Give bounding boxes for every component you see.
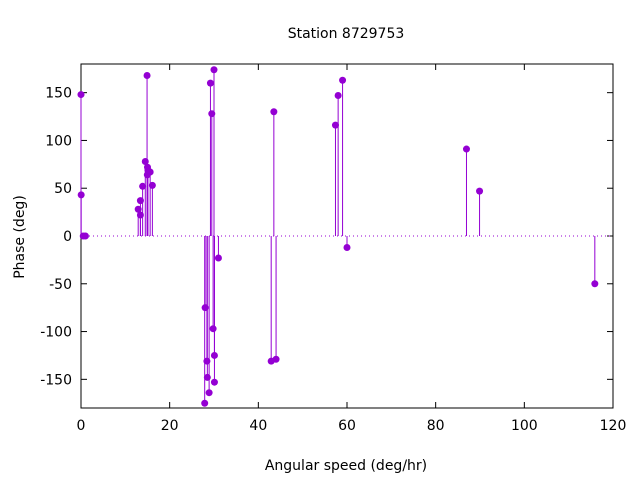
x-tick-label: 100 bbox=[511, 418, 538, 434]
chart-title: Station 8729753 bbox=[288, 26, 405, 42]
data-point bbox=[136, 211, 144, 219]
data-point bbox=[77, 191, 85, 199]
x-tick-label: 120 bbox=[600, 418, 627, 434]
data-point bbox=[209, 325, 217, 333]
data-point bbox=[272, 355, 280, 363]
y-tick-label: 150 bbox=[45, 86, 72, 102]
data-point bbox=[339, 76, 347, 84]
data-point bbox=[206, 79, 214, 87]
y-tick-label: 0 bbox=[63, 229, 72, 245]
y-tick-label: -50 bbox=[49, 277, 72, 293]
x-tick-label: 20 bbox=[161, 418, 179, 434]
data-point bbox=[343, 243, 351, 251]
data-point bbox=[205, 389, 213, 397]
data-point bbox=[214, 254, 222, 262]
data-point bbox=[270, 108, 278, 116]
data-point bbox=[201, 399, 209, 407]
data-point bbox=[210, 351, 218, 359]
data-point bbox=[208, 110, 216, 118]
x-axis-label: Angular speed (deg/hr) bbox=[265, 458, 427, 474]
data-point bbox=[136, 197, 144, 205]
data-point bbox=[331, 121, 339, 129]
data-point bbox=[148, 181, 156, 189]
x-tick-label: 80 bbox=[427, 418, 445, 434]
data-point bbox=[203, 373, 211, 381]
plot-area: 0 20 40 60 80 100 120 -150 -100 -50 0 50 100 150 bbox=[40, 63, 627, 434]
x-tick-label: 40 bbox=[249, 418, 267, 434]
data-point bbox=[476, 187, 484, 195]
data-point bbox=[201, 304, 209, 312]
data-point bbox=[143, 71, 151, 79]
data-point bbox=[210, 66, 218, 74]
data-point bbox=[203, 357, 211, 365]
data-point bbox=[146, 168, 154, 176]
data-point bbox=[141, 157, 149, 165]
y-axis-label: Phase (deg) bbox=[12, 195, 28, 279]
y-tick-label: 50 bbox=[54, 181, 72, 197]
data-point bbox=[134, 205, 142, 213]
y-tick-label: -150 bbox=[40, 372, 72, 388]
y-tick-label: 100 bbox=[45, 133, 72, 149]
x-tick-label: 60 bbox=[338, 418, 356, 434]
data-point bbox=[334, 92, 342, 100]
y-tick-label: -100 bbox=[40, 325, 72, 341]
data-point bbox=[462, 145, 470, 153]
x-tick-label: 0 bbox=[77, 418, 86, 434]
data-point bbox=[210, 378, 218, 386]
data-point bbox=[139, 182, 147, 190]
data-point bbox=[81, 232, 89, 240]
data-point bbox=[591, 280, 599, 288]
data-point bbox=[77, 91, 85, 99]
